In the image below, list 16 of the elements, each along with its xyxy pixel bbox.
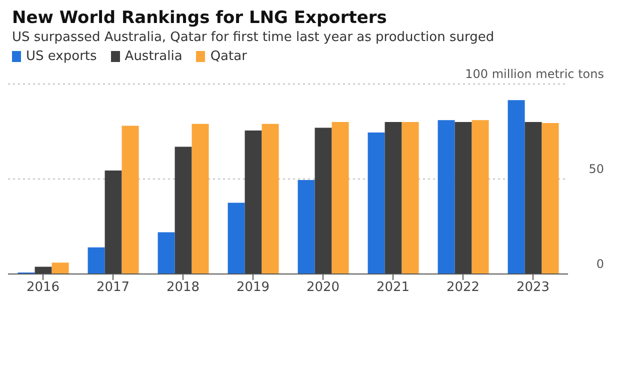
x-tick-label: 2019 xyxy=(236,280,270,296)
x-tick-label: 2020 xyxy=(306,280,340,296)
x-tick-label: 2018 xyxy=(166,280,200,296)
x-tick-label: 2022 xyxy=(446,280,480,296)
chart-title: New World Rankings for LNG Exporters xyxy=(12,8,388,28)
legend-label: Australia xyxy=(124,49,182,64)
legend-label: US exports xyxy=(25,49,97,64)
x-tick-label: 2021 xyxy=(376,280,410,296)
x-tick-label: 2016 xyxy=(26,280,60,296)
y-tick-label: 100 million metric tons xyxy=(465,67,604,81)
y-tick-label: 0 xyxy=(596,257,604,271)
y-tick-label: 50 xyxy=(588,162,604,176)
x-tick-label: 2023 xyxy=(516,280,550,296)
chart-subtitle: US surpassed Australia, Qatar for first time last year as production surged xyxy=(12,30,496,45)
x-tick-label: 2017 xyxy=(96,280,130,296)
legend-label: Qatar xyxy=(209,49,247,64)
